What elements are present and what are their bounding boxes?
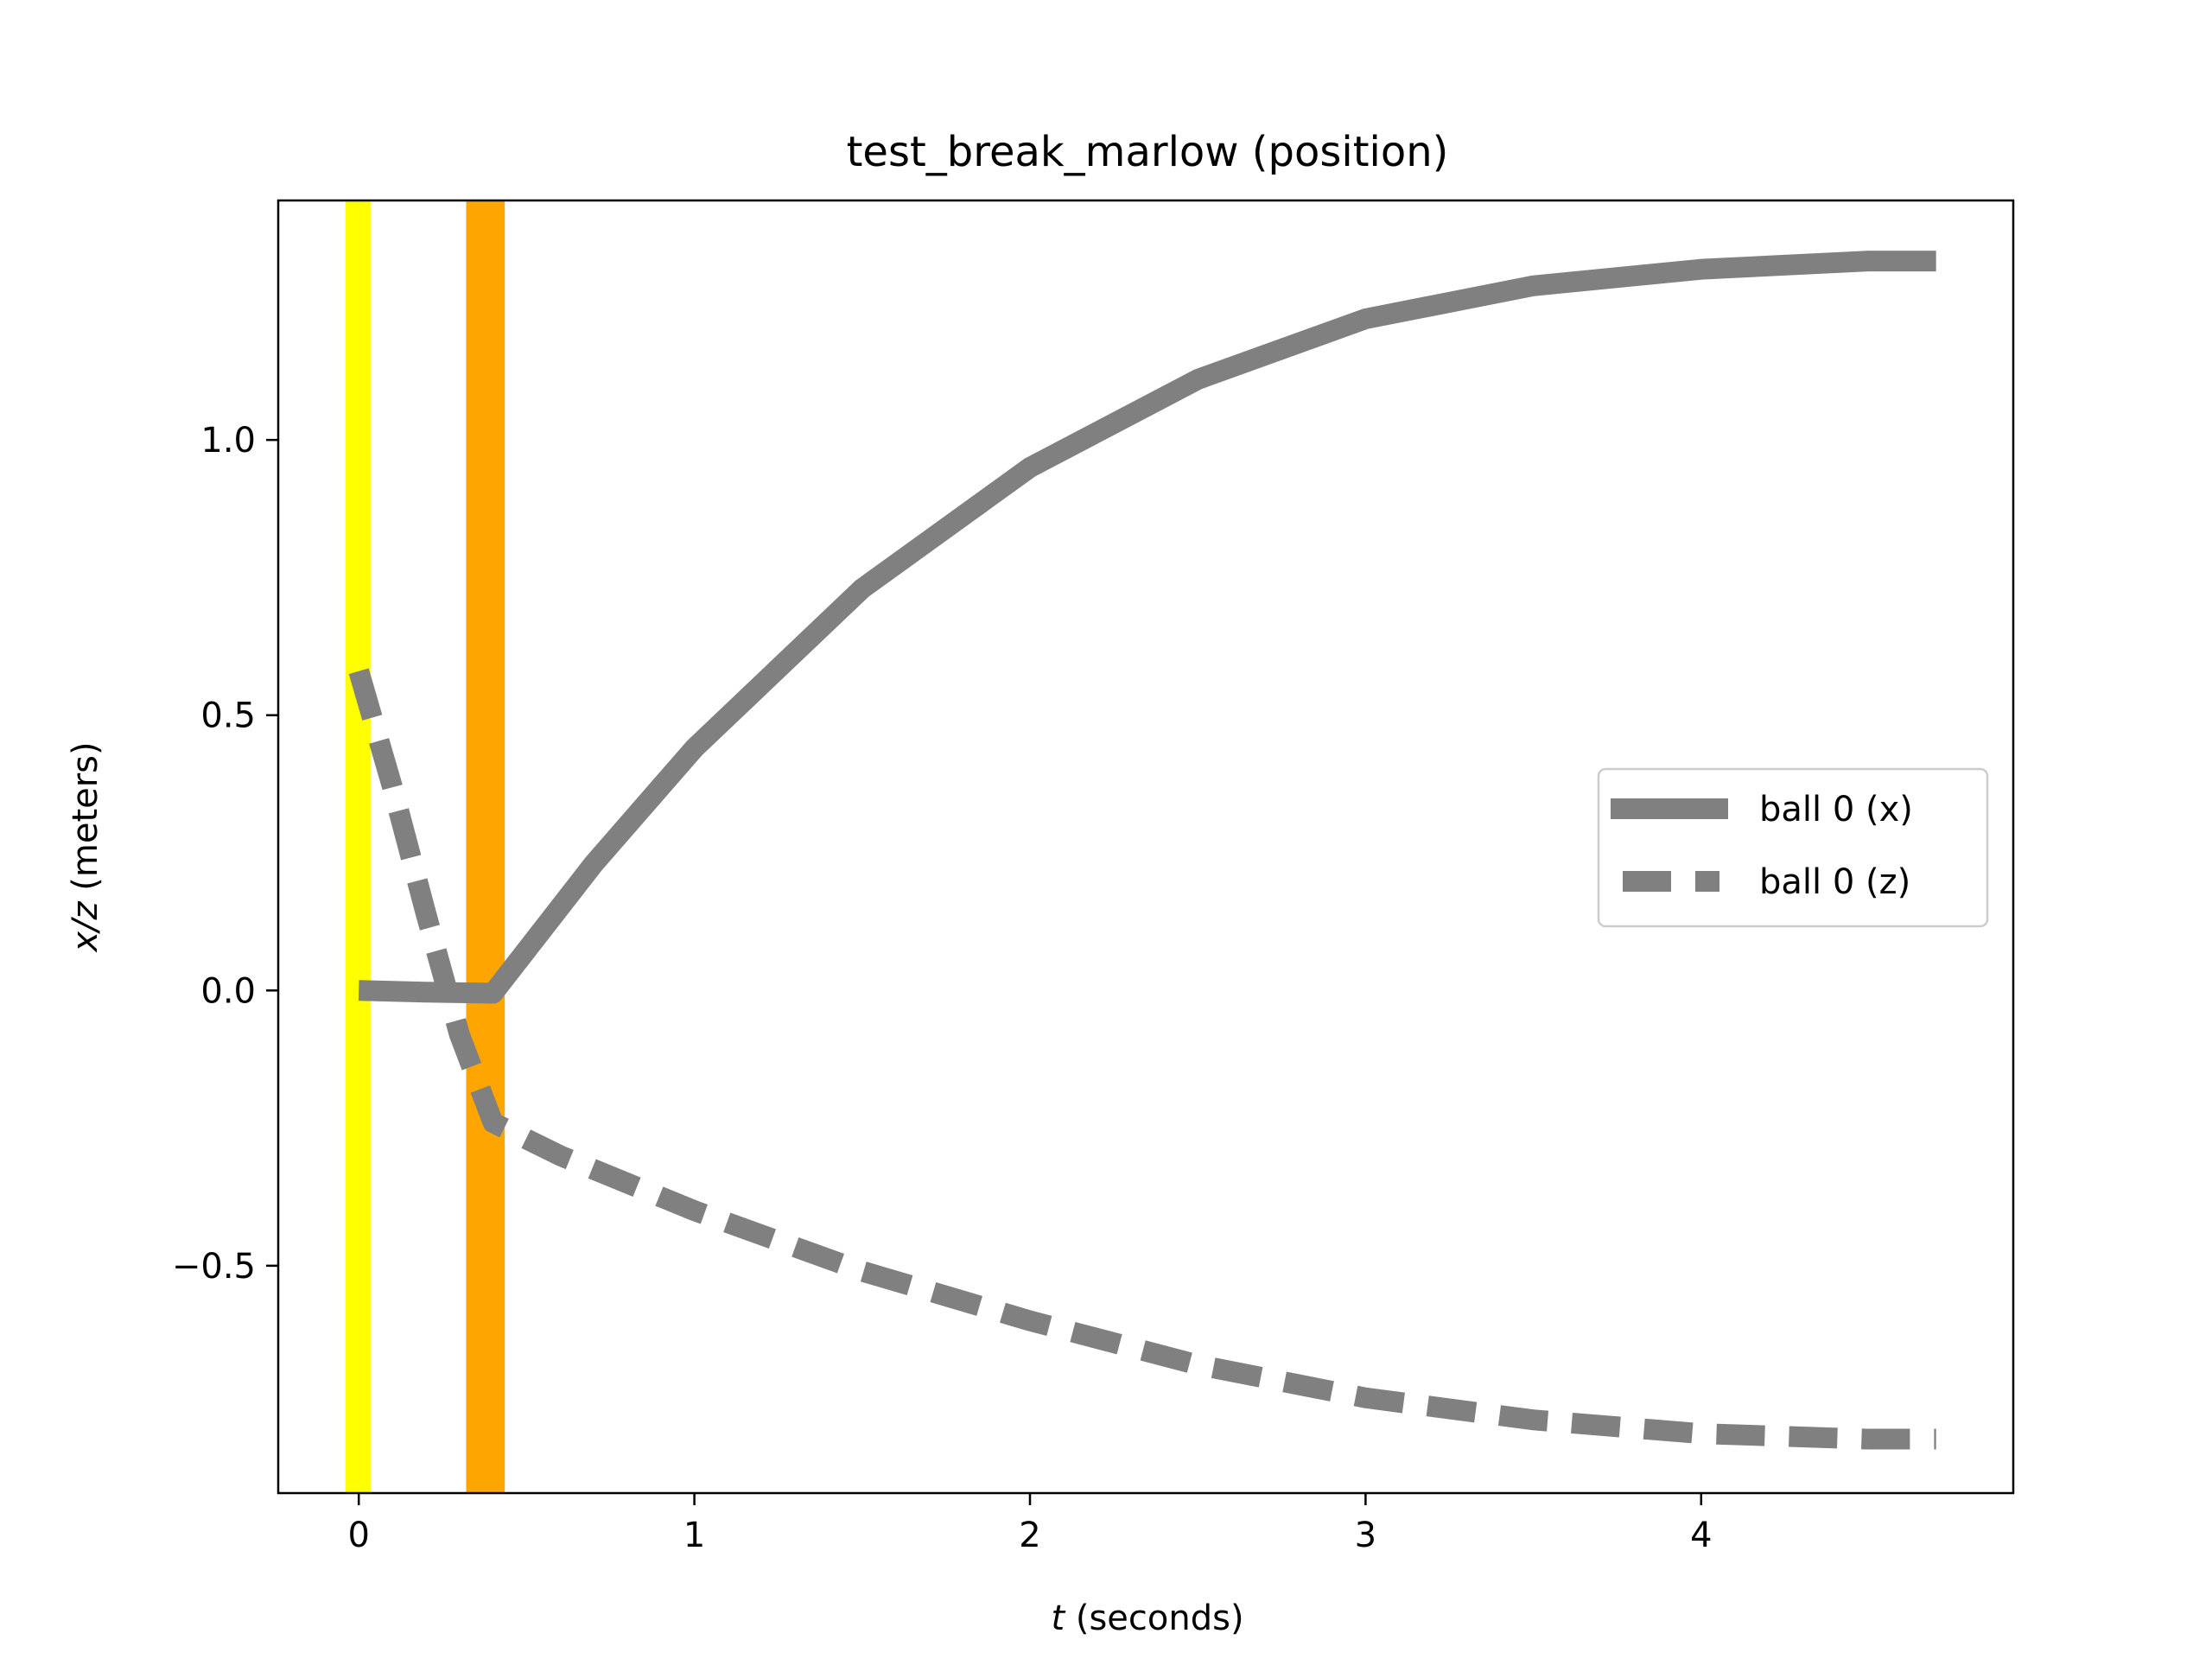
y-axis-ticks: −0.5 0.0 0.5 1.0 (172, 421, 278, 1287)
y-tick-label-3: 1.0 (200, 421, 256, 461)
x-axis-label: t (seconds) (1051, 1599, 1243, 1638)
event-bands (345, 200, 505, 1493)
y-tick-label-1: 0.0 (200, 971, 256, 1011)
x-tick-label-0: 0 (347, 1516, 369, 1555)
legend-label-z: ball 0 (z) (1759, 862, 1910, 902)
x-axis-ticks: 0 1 2 3 4 (347, 1493, 1713, 1555)
y-axis-label-var: x/z (66, 900, 105, 953)
x-axis-label-var: t (1051, 1599, 1065, 1638)
series-layer (348, 251, 1936, 1450)
series-line-1 (348, 668, 1936, 1450)
x-tick-label-4: 4 (1690, 1516, 1712, 1555)
y-axis-label: x/z (meters) (66, 741, 105, 953)
series-line-0 (358, 251, 1936, 1004)
legend: ball 0 (x) ball 0 (z) (1597, 767, 1989, 928)
y-tick-label-2: 0.5 (200, 696, 256, 736)
event-band-0 (345, 200, 371, 1493)
plot-frame (276, 199, 2015, 1495)
x-axis-label-rest: (seconds) (1065, 1599, 1243, 1638)
y-axis-label-rest: (meters) (66, 741, 105, 901)
event-band-1 (466, 200, 505, 1493)
x-tick-label-1: 1 (683, 1516, 705, 1555)
x-tick-label-3: 3 (1355, 1516, 1376, 1555)
y-tick-label-0: −0.5 (172, 1247, 256, 1287)
chart-title: test_break_marlow (position) (847, 128, 1449, 176)
x-tick-label-2: 2 (1019, 1516, 1040, 1555)
legend-label-x: ball 0 (x) (1759, 790, 1913, 830)
